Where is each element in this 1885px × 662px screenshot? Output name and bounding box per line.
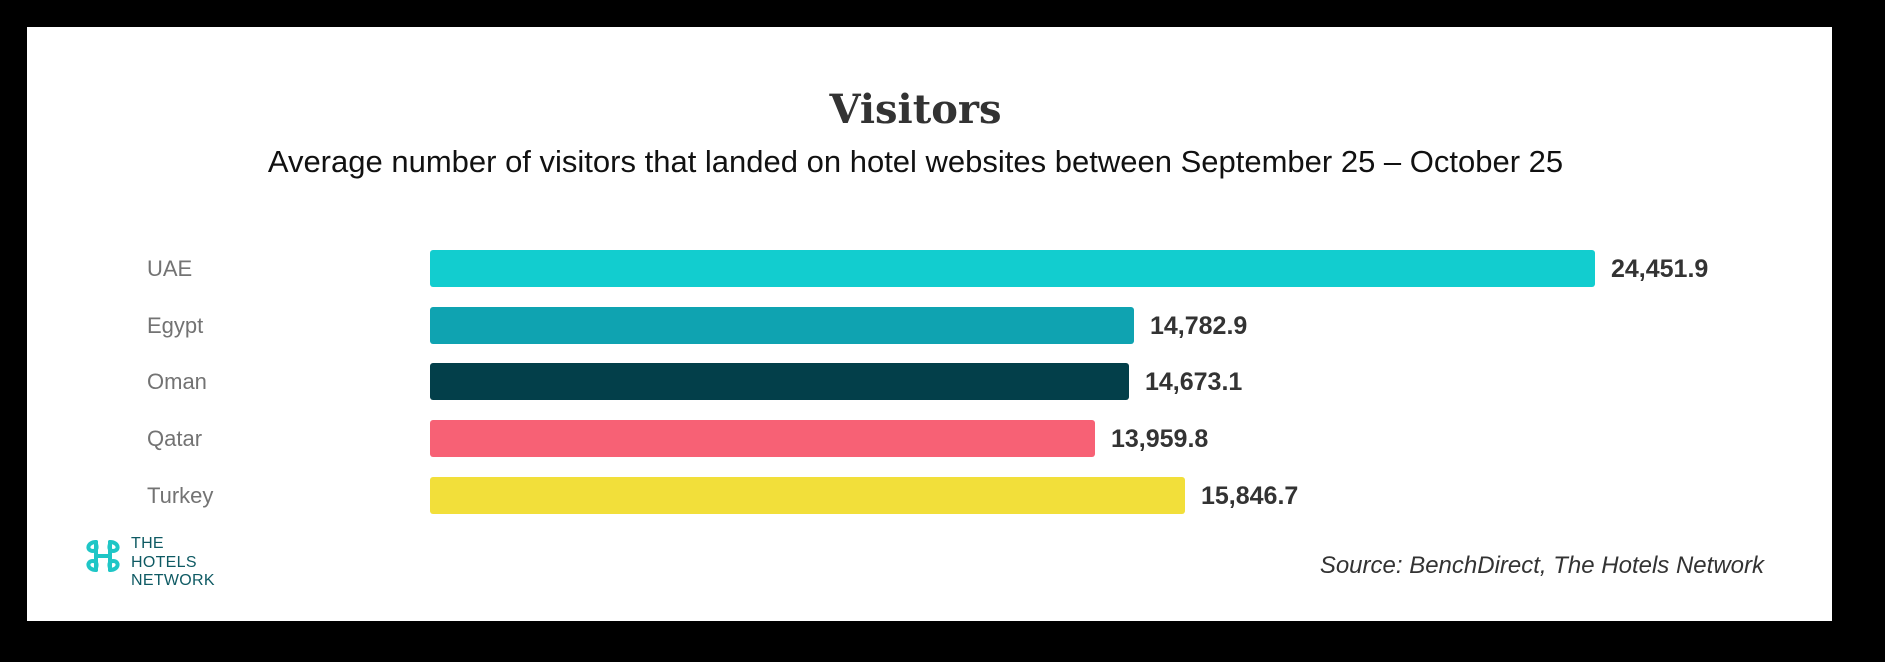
bar-oman — [430, 363, 1129, 400]
bar-uae — [430, 250, 1595, 287]
category-label: Egypt — [147, 313, 204, 338]
bar-qatar — [430, 420, 1095, 457]
value-label: 13,959.8 — [1111, 425, 1209, 453]
source-note: Source: BenchDirect, The Hotels Network — [1319, 552, 1764, 579]
bar-egypt — [430, 307, 1134, 344]
chart-title: Visitors — [829, 86, 1002, 133]
category-label: Qatar — [147, 426, 203, 451]
value-label: 14,782.9 — [1150, 312, 1248, 340]
value-label: 14,673.1 — [1145, 368, 1243, 396]
value-label: 15,846.7 — [1201, 482, 1299, 510]
bar-row-turkey: Turkey 15,846.7 — [27, 477, 1832, 515]
category-label: UAE — [147, 256, 193, 281]
bar-row-qatar: Qatar 13,959.8 — [27, 420, 1832, 458]
category-label: Turkey — [147, 483, 214, 508]
chart-panel: Visitors Average number of visitors that… — [27, 27, 1832, 621]
bar-row-uae: UAE 24,451.9 — [27, 250, 1832, 288]
hotels-network-logo-icon — [86, 540, 120, 572]
bar-row-egypt: Egypt 14,782.9 — [27, 307, 1832, 345]
bar-turkey — [430, 477, 1185, 514]
bar-row-oman: Oman 14,673.1 — [27, 363, 1832, 401]
chart-subtitle: Average number of visitors that landed o… — [267, 144, 1564, 179]
logo-line-hotels: HOTELS — [131, 553, 197, 571]
value-label: 24,451.9 — [1611, 255, 1709, 283]
logo-line-network: NETWORK — [131, 572, 215, 589]
hotels-network-logo: THE HOTELS NETWORK — [83, 532, 243, 592]
category-label: Oman — [147, 369, 207, 394]
logo-line-the: THE — [131, 535, 164, 552]
logo-wordmark: THE HOTELS NETWORK — [131, 535, 215, 591]
